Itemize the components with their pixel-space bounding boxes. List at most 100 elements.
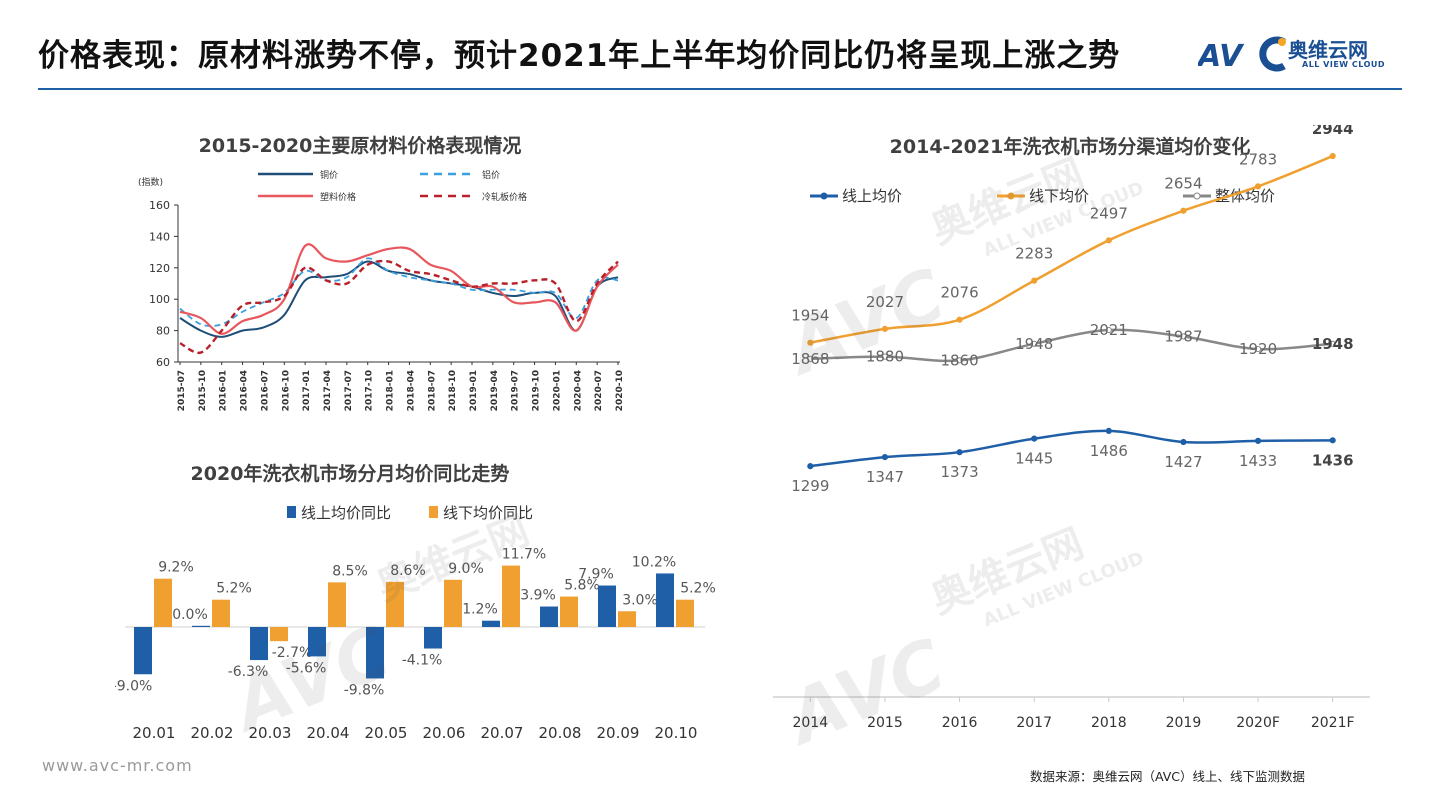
series-line	[179, 257, 619, 327]
legend-label: 线下均价	[1029, 187, 1089, 205]
data-point	[1180, 207, 1187, 214]
x-tick-label: 2020-07	[594, 370, 604, 411]
legend-label: 冷轧板价格	[482, 191, 527, 203]
x-tick-label: 2019-04	[490, 370, 500, 411]
avc-logo: AV	[1198, 36, 1286, 74]
data-source-note: 数据来源：奥维云网（AVC）线上、线下监测数据	[1030, 769, 1306, 784]
x-tick-label: 2016-01	[219, 370, 229, 411]
x-category-label: 20.01	[133, 724, 176, 742]
monthly-yoy-legend: 线上均价同比 线下均价同比	[287, 504, 533, 522]
data-label: 9.2%	[158, 560, 194, 576]
x-category-label: 20.09	[597, 724, 640, 742]
x-tick-label: 2017-04	[323, 370, 333, 411]
legend-label: 铝价	[482, 169, 500, 181]
data-label: 1868	[791, 350, 829, 368]
x-category-label: 20.05	[365, 724, 408, 742]
raw-material-chart-title: 2015-2020主要原材料价格表现情况	[199, 134, 522, 157]
monthly-yoy-chart-title: 2020年洗衣机市场分月均价同比走势	[191, 462, 510, 485]
data-label: 2283	[1015, 245, 1053, 263]
x-tick-label: 2017-07	[344, 370, 354, 411]
x-tick-label: 2018-10	[448, 370, 458, 411]
x-tick-label: 2015-07	[177, 370, 187, 411]
bar	[540, 606, 558, 627]
data-label: 2654	[1164, 175, 1202, 193]
x-category-label: 20.04	[307, 724, 350, 742]
x-category-label: 20.03	[249, 724, 292, 742]
y-tick-label: 160	[149, 199, 170, 212]
data-point	[881, 325, 889, 333]
data-point	[1329, 340, 1336, 347]
data-point	[956, 449, 963, 456]
legend-marker	[820, 192, 828, 200]
bar	[482, 620, 500, 627]
data-label: 2944	[1312, 125, 1354, 138]
data-label: 2076	[940, 284, 978, 302]
x-tick-label: 2017-01	[302, 370, 312, 411]
x-tick-label: 2018-04	[406, 370, 416, 411]
data-label: 1347	[866, 468, 904, 486]
bar	[560, 596, 578, 627]
series-line	[810, 429, 1333, 468]
data-label: 3.9%	[520, 588, 556, 604]
data-label: -2.7%	[272, 645, 313, 661]
x-tick-label: 2016-10	[281, 370, 291, 411]
legend-label: 整体均价	[1215, 187, 1275, 205]
data-point	[1254, 183, 1262, 190]
x-category-label: 20.07	[481, 724, 524, 742]
bar	[192, 625, 210, 627]
bar	[270, 627, 288, 642]
data-point	[1105, 427, 1112, 434]
data-point	[1254, 437, 1262, 444]
channel-price-legend: 线上均价 线下均价 整体均价	[810, 187, 1275, 205]
data-label: -6.3%	[228, 664, 269, 680]
y-axis-label: (指数)	[138, 176, 163, 188]
data-label: 2497	[1090, 204, 1128, 222]
bar	[444, 579, 462, 627]
data-label: 5.8%	[564, 578, 600, 594]
data-label: 5.2%	[680, 581, 715, 597]
y-tick-label: 120	[149, 262, 170, 275]
data-point	[956, 357, 963, 364]
data-point	[881, 353, 889, 360]
data-label: 1860	[940, 351, 978, 369]
data-label: 3.0%	[622, 592, 658, 608]
bar	[598, 585, 616, 627]
data-point	[1329, 152, 1336, 160]
data-point	[1329, 437, 1336, 444]
x-category-label: 20.02	[191, 724, 234, 742]
data-point	[1254, 345, 1262, 353]
series-line	[179, 243, 619, 335]
x-tick-label: 2018-07	[427, 370, 437, 411]
x-category-label: 2015	[867, 715, 903, 731]
data-point	[1031, 340, 1038, 347]
data-point	[807, 463, 814, 470]
bar	[502, 565, 520, 627]
data-label: 1954	[791, 307, 829, 325]
y-tick-label: 60	[156, 356, 170, 369]
data-point	[1105, 237, 1112, 244]
x-tick-label: 2016-04	[240, 370, 250, 411]
x-tick-label: 2020-10	[615, 370, 625, 411]
data-label: 2027	[866, 293, 904, 311]
x-category-label: 2014	[792, 715, 828, 731]
data-label: 0.0%	[172, 607, 208, 623]
x-category-label: 2019	[1166, 715, 1202, 731]
x-category-label: 20.08	[539, 724, 582, 742]
legend-label: 塑料价格	[320, 191, 356, 203]
data-label: 7.9%	[578, 567, 614, 583]
channel-price-chart: 2014-2021年洗衣机市场分渠道均价变化 线上均价 线下均价 整体均价 2014…	[773, 125, 1370, 731]
series-line	[810, 328, 1333, 363]
series-line	[179, 260, 619, 338]
data-label: 1299	[791, 477, 829, 495]
legend-label: 线上均价同比	[301, 504, 391, 522]
data-point	[1180, 438, 1187, 446]
data-point	[1031, 435, 1038, 442]
data-label: 1948	[1015, 335, 1053, 353]
x-tick-label: 2017-10	[365, 370, 375, 411]
data-label: 1987	[1164, 327, 1202, 345]
data-label: -9.8%	[344, 682, 385, 698]
data-label: 2021	[1090, 321, 1128, 339]
title-divider	[38, 88, 1402, 90]
bar	[250, 627, 268, 661]
